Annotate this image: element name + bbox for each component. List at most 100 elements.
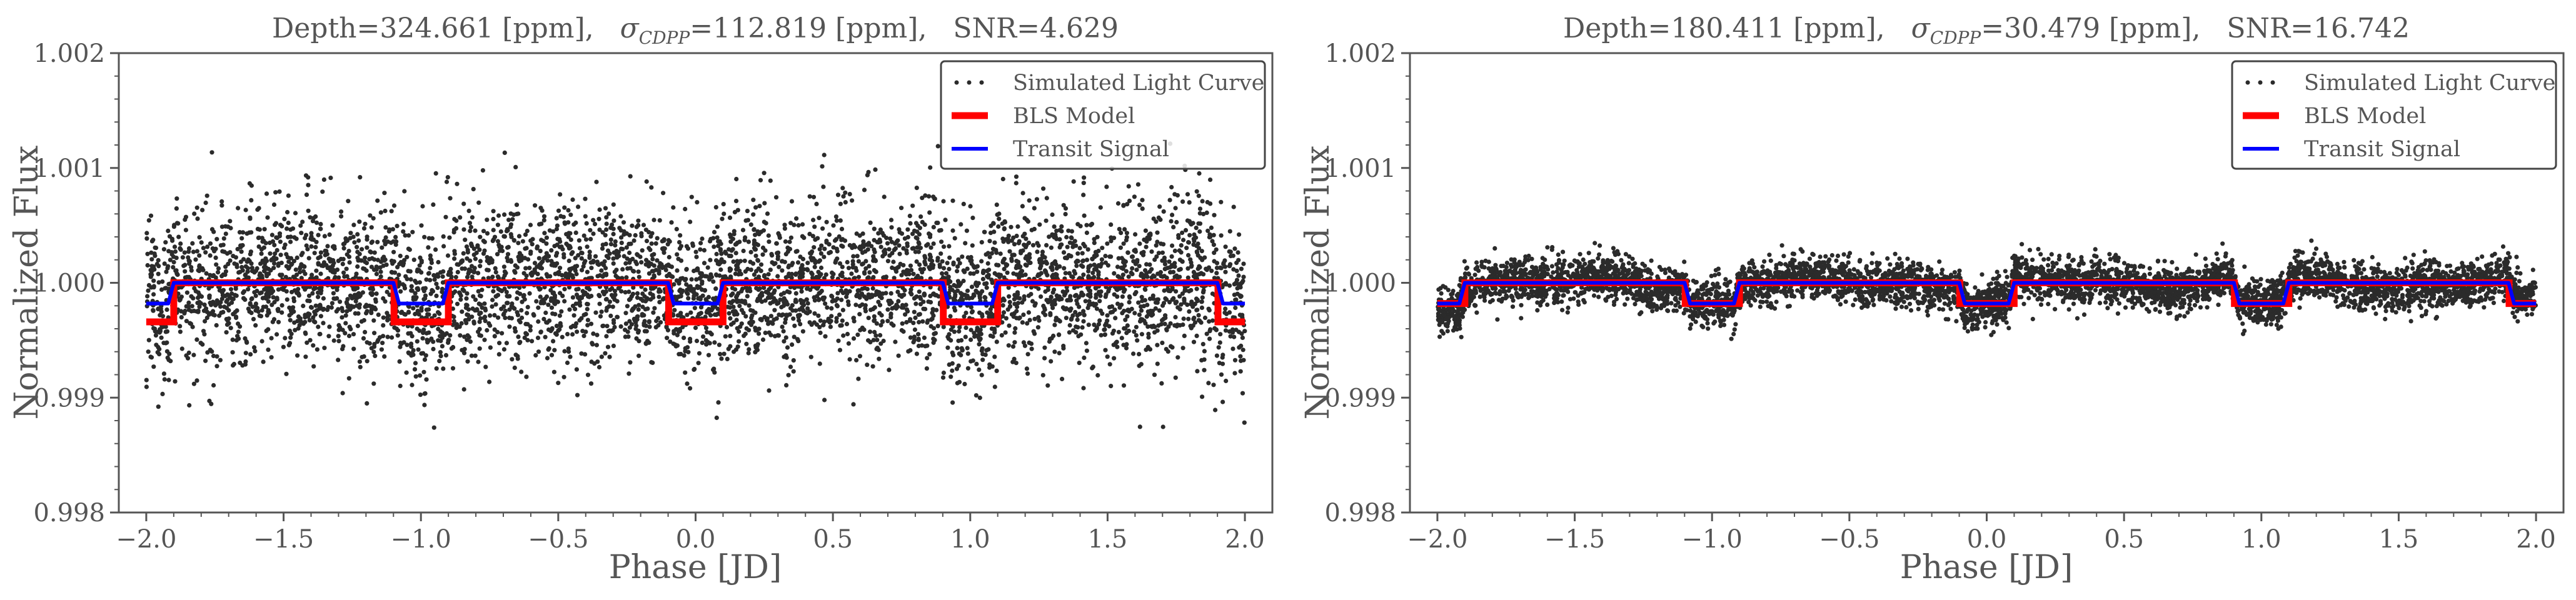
- panel-1-data-point: [258, 314, 264, 319]
- panel-1-data-point: [1035, 325, 1040, 330]
- panel-1-data-point: [1162, 288, 1167, 293]
- panel-1-data-point: [383, 235, 388, 240]
- panel-1-data-point: [702, 248, 707, 252]
- panel-1-data-point: [793, 298, 798, 302]
- panel-1-data-point: [1120, 311, 1125, 316]
- panel-1-data-point: [219, 310, 224, 315]
- panel-1-data-point: [146, 349, 151, 354]
- panel-1-data-point: [729, 248, 734, 253]
- panel-1-data-point: [1168, 321, 1173, 326]
- panel-1-data-point: [510, 217, 515, 222]
- panel-1-data-point: [1064, 234, 1069, 240]
- panel-1-data-point: [304, 243, 309, 248]
- panel-1-data-point: [189, 265, 194, 270]
- panel-1-data-point: [1173, 375, 1178, 380]
- panel-1-data-point: [276, 319, 281, 324]
- panel-1-data-point: [620, 247, 625, 252]
- panel-1-data-point: [207, 398, 212, 404]
- panel-1-data-point: [520, 299, 525, 304]
- panel-1-data-point: [528, 238, 533, 243]
- panel-1-data-point: [931, 326, 937, 331]
- panel-1-data-point: [423, 296, 428, 301]
- panel-1-data-point: [1176, 232, 1181, 238]
- panel-1-data-point: [1191, 316, 1196, 321]
- panel-1-data-point: [924, 366, 929, 371]
- panel-1-data-point: [1119, 231, 1124, 236]
- panel-1-data-point: [1212, 212, 1217, 218]
- panel-1-data-point: [234, 338, 239, 343]
- panel-1-data-point: [903, 302, 908, 308]
- panel-1-data-point: [741, 311, 746, 316]
- panel-1-data-point: [987, 314, 992, 319]
- panel-1-title-sigma-value: =112.819 [ppm],: [690, 12, 927, 44]
- panel-1-data-point: [636, 274, 641, 279]
- panel-1-data-point: [1040, 260, 1045, 265]
- panel-1-data-point: [214, 354, 219, 359]
- panel-1-data-point: [1068, 294, 1073, 299]
- panel-1-data-point: [703, 314, 708, 319]
- panel-1-data-point: [320, 189, 325, 194]
- panel-1-data-point: [1195, 266, 1200, 271]
- panel-1-data-point: [808, 288, 813, 292]
- panel-1-data-point: [469, 353, 475, 358]
- panel-1-data-point: [784, 313, 790, 318]
- panel-1-data-point: [758, 229, 763, 234]
- panel-1-data-point: [845, 259, 850, 265]
- panel-1-data-point: [199, 266, 205, 271]
- panel-1-data-point: [381, 323, 386, 328]
- panel-1-data-point: [591, 258, 596, 263]
- panel-1-data-point: [465, 291, 470, 296]
- panel-1-data-point: [438, 350, 443, 355]
- panel-1-data-point: [203, 250, 208, 255]
- panel-1-data-point: [989, 326, 994, 331]
- panel-1-data-point: [490, 298, 495, 302]
- panel-1-data-point: [544, 235, 550, 240]
- panel-1-data-point: [773, 195, 779, 200]
- panel-1-data-point: [1009, 224, 1014, 229]
- panel-1-data-point: [1137, 424, 1142, 429]
- panel-1-data-point: [1045, 383, 1050, 388]
- panel-1-data-point: [351, 346, 356, 351]
- panel-1-data-point: [475, 307, 480, 312]
- panel-1-data-point: [1214, 261, 1220, 266]
- panel-1-data-point: [410, 382, 415, 388]
- panel-1-data-point: [672, 282, 677, 287]
- panel-1-data-point: [762, 285, 767, 290]
- panel-1-data-point: [914, 259, 919, 264]
- panel-1-data-point: [298, 223, 303, 228]
- panel-1-data-point: [1207, 234, 1213, 239]
- panel-1-data-point: [222, 304, 227, 309]
- panel-1-data-point: [909, 292, 914, 297]
- panel-1-data-point: [363, 256, 368, 261]
- panel-1-data-point: [1119, 256, 1124, 261]
- panel-1-data-point: [900, 285, 905, 291]
- panel-1-data-point: [1049, 299, 1054, 304]
- panel-1-data-point: [1042, 255, 1047, 260]
- panel-1-data-point: [613, 242, 618, 248]
- panel-1-data-point: [790, 261, 795, 266]
- panel-1-data-point: [871, 338, 876, 342]
- panel-1-data-point: [647, 271, 652, 276]
- panel-1-data-point: [908, 348, 913, 353]
- panel-1-data-point: [160, 391, 165, 397]
- panel-1-data-point: [288, 335, 293, 340]
- panel-1-data-point: [1132, 311, 1137, 316]
- panel-1-data-point: [785, 249, 790, 254]
- panel-1-data-point: [927, 210, 932, 215]
- panel-1-data-point: [476, 359, 481, 364]
- panel-1-data-point: [1020, 204, 1025, 209]
- panel-1-data-point: [716, 239, 721, 244]
- panel-1-data-point: [1132, 194, 1137, 199]
- panel-1-data-point: [796, 313, 801, 318]
- panel-1-data-point: [1202, 368, 1207, 372]
- panel-1-data-point: [417, 280, 423, 285]
- panel-1-data-point: [1242, 420, 1247, 425]
- panel-1-data-point: [678, 258, 684, 263]
- panel-1-data-point: [158, 306, 163, 311]
- panel-1-data-point: [1180, 259, 1185, 264]
- panel-1-data-point: [480, 288, 485, 292]
- panel-1-data-point: [418, 373, 423, 378]
- panel-1-data-point: [373, 353, 378, 359]
- panel-1-data-point: [928, 232, 933, 238]
- panel-1-data-point: [1092, 237, 1097, 242]
